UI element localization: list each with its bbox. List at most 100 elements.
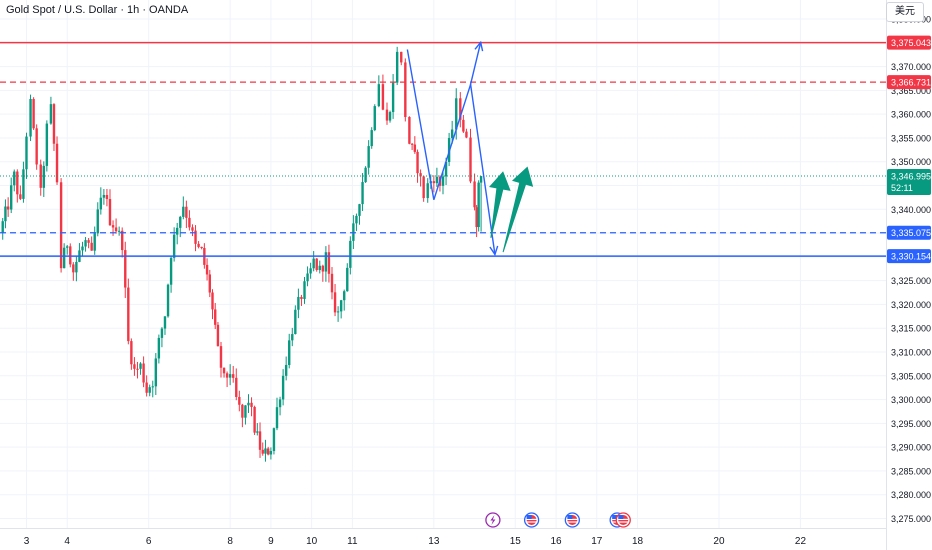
candle-up — [303, 277, 306, 304]
y-tick-label: 3,360.000 — [891, 110, 931, 120]
candle-body — [22, 169, 25, 199]
candle-body — [266, 448, 270, 455]
candle-body — [55, 143, 59, 183]
y-tick-label: 3,340.000 — [891, 205, 931, 215]
candle-down — [258, 422, 262, 458]
candle-body — [413, 144, 417, 152]
candle-body — [179, 216, 182, 228]
candle-down — [108, 189, 112, 227]
candle-up — [163, 316, 167, 335]
candle-up — [139, 362, 142, 375]
candle-body — [297, 296, 300, 310]
candle-body — [404, 62, 407, 118]
candle-body — [45, 123, 49, 166]
price-tag-label: 3,366.731 — [891, 78, 931, 88]
grid-lines — [0, 0, 886, 528]
candle-up — [272, 427, 276, 455]
candle-up — [244, 405, 247, 425]
candle-body — [163, 316, 167, 329]
candle-body — [479, 176, 483, 183]
candle-down — [419, 169, 422, 187]
candle-body — [330, 273, 334, 293]
candle-body — [19, 194, 22, 199]
candle-body — [408, 117, 411, 144]
candle-down — [416, 149, 419, 183]
candle-body — [455, 98, 458, 130]
candle-down — [465, 128, 468, 139]
us-flag-icon[interactable] — [564, 512, 580, 528]
candle-up — [281, 369, 285, 406]
price-tag-label: 3,330.154 — [891, 252, 931, 262]
y-tick-label: 3,315.000 — [891, 324, 931, 334]
price-tag-label: 3,335.075 — [891, 228, 931, 238]
candle-up — [179, 215, 182, 238]
candle-body — [87, 240, 90, 243]
candle-up — [148, 384, 151, 397]
candle-up — [306, 266, 309, 287]
x-tick-label: 15 — [510, 536, 522, 547]
candle-body — [339, 300, 343, 312]
flag-stripe — [567, 518, 578, 520]
lightning-icon[interactable] — [485, 512, 501, 528]
candle-body — [269, 451, 273, 455]
candle-body — [102, 194, 106, 198]
candle-body — [219, 346, 223, 368]
candle-body — [4, 206, 7, 222]
candle-up — [477, 180, 480, 232]
candle-up — [358, 203, 361, 225]
candle-body — [253, 406, 256, 433]
candle-body — [238, 396, 241, 405]
candle-body — [244, 405, 247, 418]
candle-up — [361, 173, 364, 211]
candle-body — [188, 217, 191, 228]
price-tag-bg — [887, 35, 931, 50]
candle-body — [96, 209, 99, 234]
candle-up — [42, 161, 45, 197]
candle-down — [200, 246, 203, 250]
y-tick-label: 3,365.000 — [891, 86, 931, 96]
candle-down — [130, 338, 133, 370]
candle-body — [459, 98, 462, 120]
candle-body — [258, 431, 262, 450]
candle-body — [145, 382, 148, 393]
candle-body — [148, 387, 151, 393]
candle-body — [469, 137, 472, 182]
candle-up — [309, 262, 312, 279]
candle-body — [241, 404, 244, 418]
candle-up — [1, 218, 4, 240]
candle-down — [404, 58, 407, 122]
y-tick-label: 3,350.000 — [891, 157, 931, 167]
price-axis-panel — [886, 0, 932, 550]
projection-arrowhead — [489, 245, 499, 257]
candle-body — [275, 407, 279, 429]
candle-down — [211, 289, 214, 320]
candle-body — [465, 131, 468, 138]
candle-body — [133, 364, 136, 369]
candle-down — [127, 278, 130, 345]
candle-up — [256, 423, 259, 436]
price-tag: 3,375.043 — [887, 35, 931, 50]
y-tick-label: 3,285.000 — [891, 466, 931, 476]
candle-up — [294, 305, 297, 335]
candle-body — [35, 128, 38, 165]
us-flag-icon[interactable] — [615, 512, 631, 528]
candle-down — [385, 102, 389, 125]
candle-body — [361, 182, 364, 205]
candle-down — [32, 97, 35, 130]
candle-down — [197, 241, 200, 249]
candle-up — [479, 176, 483, 232]
y-tick-label: 3,355.000 — [891, 133, 931, 143]
candle-down — [185, 200, 188, 229]
candle-body — [211, 292, 214, 310]
currency-selector[interactable]: 美元 — [886, 2, 924, 22]
candle-up — [169, 256, 173, 293]
candle-body — [99, 197, 103, 210]
candle-down — [136, 361, 139, 379]
candle-body — [124, 250, 127, 288]
candle-body — [108, 199, 112, 226]
candle-body — [444, 161, 448, 177]
us-flag-icon[interactable] — [523, 512, 540, 528]
candle-up — [157, 334, 161, 364]
candle-body — [81, 246, 84, 251]
